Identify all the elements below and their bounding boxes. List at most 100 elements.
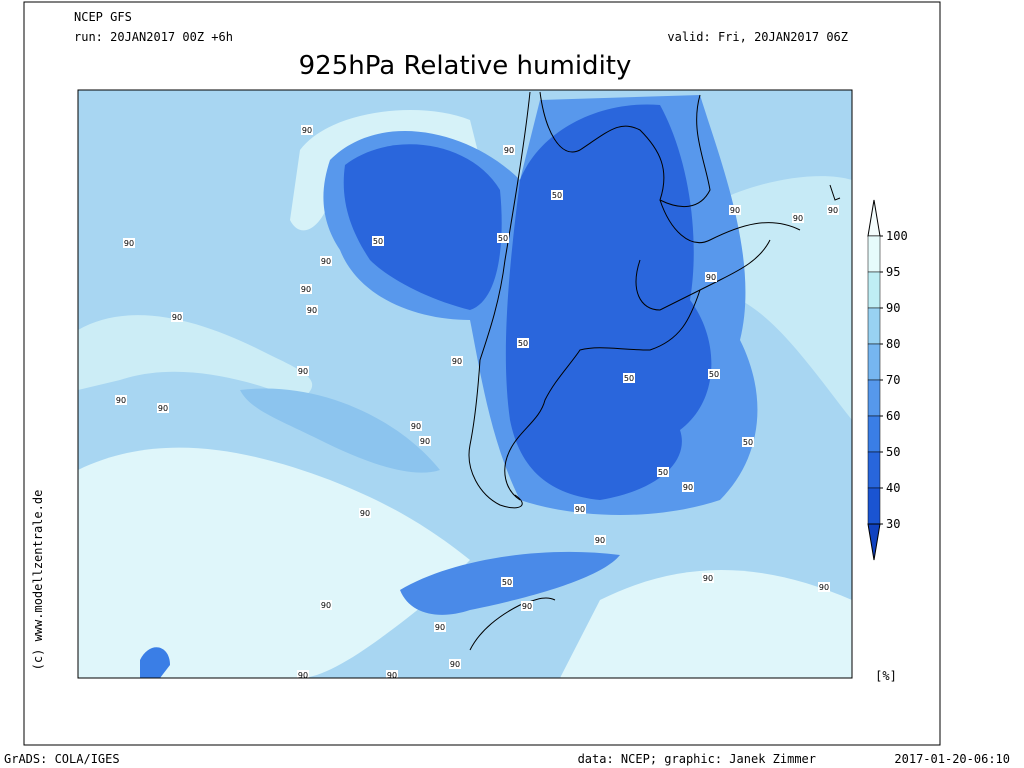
- contour-label: 50: [518, 339, 528, 348]
- colorbar-tick-label: 95: [886, 265, 900, 279]
- coastline: [504, 289, 701, 501]
- colorbar-tick-label: 40: [886, 481, 900, 495]
- frame: [23, 1, 941, 746]
- contour-label: 90: [302, 126, 312, 135]
- contour-label: 90: [683, 483, 693, 492]
- contour-label-box: [702, 573, 714, 583]
- colorbar-band: [867, 451, 881, 489]
- contour-label-box: [497, 233, 509, 243]
- contour-label-box: [359, 508, 371, 518]
- contour-label-box: [171, 312, 183, 322]
- valid-time: valid: Fri, 20JAN2017 06Z: [667, 30, 848, 44]
- colorbar-band: [867, 415, 881, 453]
- contour-label: 90: [595, 536, 605, 545]
- colorbar-tick-label: 60: [886, 409, 900, 423]
- contour-label: 90: [172, 313, 182, 322]
- colorbar-band: [867, 379, 881, 417]
- colorbar-tick-label: 80: [886, 337, 900, 351]
- humid-area: [78, 447, 470, 678]
- contour-label-box: [574, 504, 586, 514]
- contour-label: 50: [709, 370, 719, 379]
- contour-labels: 90 90 50 50 50 90 90 90 90 90 90 90 90 90 90 50 90 50 50 90…: [115, 125, 839, 680]
- run-time: run: 20JAN2017 00Z +6h: [74, 30, 233, 44]
- contour-label: 90: [411, 422, 421, 431]
- colorbar: 100 95 90 80 70 60 50 40 30: [867, 199, 908, 561]
- contour-label-box: [517, 338, 529, 348]
- contour-label: 90: [301, 285, 311, 294]
- footer-center: data: NCEP; graphic: Janek Zimmer: [578, 752, 816, 766]
- contour-label: 90: [307, 306, 317, 315]
- contour-label-box: [297, 366, 309, 376]
- contour-label-box: [657, 467, 669, 477]
- contour-label: 90: [703, 574, 713, 583]
- contour-label-box: [827, 205, 839, 215]
- colorbar-band: [867, 271, 881, 309]
- contour-label-box: [792, 213, 804, 223]
- dry-spot: [140, 647, 170, 678]
- contour-label-box: [501, 577, 513, 587]
- contour-label-box: [386, 670, 398, 678]
- footer-right: 2017-01-20-06:10: [894, 752, 1010, 766]
- colorbar-tick-label: 90: [886, 301, 900, 315]
- contour-label-box: [449, 659, 461, 669]
- contour-label-box: [705, 272, 717, 282]
- contour-label-box: [320, 600, 332, 610]
- contour-label: 90: [298, 671, 308, 680]
- colorbar-tick-label: 70: [886, 373, 900, 387]
- colorbar-band: [867, 235, 881, 273]
- colorbar-over: [867, 199, 881, 237]
- humid-area: [78, 315, 313, 400]
- contour-label-box: [306, 305, 318, 315]
- contour-label-box: [521, 601, 533, 611]
- contour-label: 90: [158, 404, 168, 413]
- contour-label-box: [451, 356, 463, 366]
- coastline: [469, 597, 556, 651]
- border: [659, 199, 801, 244]
- colorbar-tick-label: 30: [886, 517, 900, 531]
- contour-label-box: [410, 421, 422, 431]
- contour-label-box: [551, 190, 563, 200]
- coastlines: [468, 91, 841, 651]
- contour-label: 90: [452, 357, 462, 366]
- contour-label: 50: [743, 438, 753, 447]
- humid-area: [720, 176, 852, 420]
- colorbar-tick-label: 100: [886, 229, 908, 243]
- humid-area: [560, 570, 852, 678]
- contour-label: 90: [435, 623, 445, 632]
- contour-label: 90: [321, 601, 331, 610]
- contour-label: 90: [819, 583, 829, 592]
- coastline: [635, 239, 771, 311]
- coastline: [829, 184, 841, 201]
- moist-band: [240, 388, 440, 473]
- contour-label-box: [123, 238, 135, 248]
- contour-label: 90: [504, 146, 514, 155]
- contour-label: 90: [793, 214, 803, 223]
- colorbar-under: [867, 523, 881, 561]
- contour-label-box: [682, 482, 694, 492]
- contour-label: 90: [360, 509, 370, 518]
- contour-label-box: [157, 403, 169, 413]
- footer-left: GrADS: COLA/IGES: [4, 752, 120, 766]
- very-dry-area: [343, 144, 502, 310]
- contour-label-box: [434, 622, 446, 632]
- contour-label: 90: [420, 437, 430, 446]
- contour-label-box: [372, 236, 384, 246]
- contour-label: 90: [828, 206, 838, 215]
- map-title: 925hPa Relative humidity: [299, 51, 632, 81]
- contour-label-box: [623, 373, 635, 383]
- colorbar-band: [867, 307, 881, 345]
- contour-label: 90: [450, 660, 460, 669]
- contour-label-box: [742, 437, 754, 447]
- contour-label-box: [729, 205, 741, 215]
- contour-label: 50: [658, 468, 668, 477]
- contour-label: 90: [706, 273, 716, 282]
- contour-label-box: [503, 145, 515, 155]
- contour-label: 90: [124, 239, 134, 248]
- very-dry-area: [505, 104, 712, 501]
- border: [539, 91, 711, 208]
- contour-label: 50: [552, 191, 562, 200]
- contour-label: 90: [387, 671, 397, 680]
- contour-label-box: [708, 369, 720, 379]
- colorbar-band: [867, 343, 881, 381]
